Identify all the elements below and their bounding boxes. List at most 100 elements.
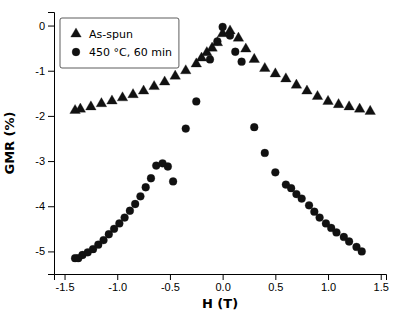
x-tick-label: 0.0: [215, 281, 230, 293]
x-axis-title: H (T): [202, 296, 238, 311]
x-tick-label: 1.0: [321, 281, 336, 293]
y-tick: -5: [35, 245, 54, 257]
legend-frame: [60, 18, 179, 68]
y-tick-label: -4: [35, 200, 45, 212]
point: [107, 95, 118, 104]
point: [226, 32, 234, 40]
legend-label: 450 °C, 60 min: [89, 46, 172, 59]
y-tick-mark: [48, 206, 54, 207]
point: [333, 99, 344, 108]
point: [96, 98, 107, 107]
x-tick: 1.5: [374, 274, 389, 293]
y-tick: -1: [35, 65, 54, 77]
point: [233, 32, 244, 41]
y-tick-label: -1: [35, 65, 45, 77]
point: [169, 177, 177, 185]
y-tick: 0: [39, 20, 54, 32]
x-tick: 1.0: [321, 274, 336, 293]
y-tick: -4: [35, 200, 54, 212]
point: [142, 183, 150, 191]
point: [126, 207, 134, 215]
x-tick-label: -0.5: [161, 281, 180, 293]
point: [170, 70, 181, 79]
x-tick: -0.5: [161, 274, 180, 293]
point: [86, 101, 97, 110]
x-tick-label: 0.5: [268, 281, 283, 293]
legend-label: As-spun: [89, 28, 133, 41]
point: [291, 79, 302, 88]
point: [164, 163, 172, 171]
y-tick-mark: [48, 161, 54, 162]
y-tick-label: -2: [35, 110, 45, 122]
point: [261, 149, 269, 157]
point: [270, 68, 281, 77]
point: [271, 168, 279, 176]
x-tick: -1.5: [56, 274, 75, 293]
point: [121, 214, 129, 222]
point: [149, 80, 160, 89]
point: [238, 58, 246, 66]
y-tick-label: 0: [39, 20, 45, 32]
series-points: [70, 25, 376, 115]
legend-marker: [71, 28, 82, 37]
point: [128, 89, 139, 98]
y-tick-label: -3: [35, 155, 45, 167]
point: [354, 103, 365, 112]
point: [159, 76, 170, 85]
point: [231, 48, 239, 56]
point: [249, 53, 260, 62]
y-tick-mark: [48, 26, 54, 27]
x-tick: 0.5: [268, 274, 283, 293]
point: [316, 214, 324, 222]
point: [182, 125, 190, 133]
point: [323, 95, 334, 104]
point: [358, 248, 366, 256]
point: [212, 37, 223, 46]
point: [344, 101, 355, 110]
x-tick-label: -1.0: [108, 281, 127, 293]
point: [365, 105, 376, 114]
point: [241, 43, 252, 52]
point: [345, 238, 353, 246]
y-axis: 0 -1 -2 -3 -4 -5: [35, 13, 54, 275]
x-axis: -1.5 -1.0 -0.5 0.0 0.5 1.0 1.5: [55, 274, 389, 293]
y-tick-label: -5: [35, 245, 45, 257]
point: [213, 37, 221, 45]
point: [117, 92, 128, 101]
y-tick-mark: [48, 116, 54, 117]
point: [206, 56, 214, 64]
x-tick-mark: [223, 274, 224, 280]
x-tick-label: 1.5: [374, 281, 389, 293]
point: [131, 200, 139, 208]
point: [281, 73, 292, 82]
x-tick: 0.0: [215, 274, 230, 293]
x-tick-mark: [275, 274, 276, 280]
point: [137, 192, 145, 200]
x-tick-mark: [117, 274, 118, 280]
y-tick-mark: [48, 71, 54, 72]
x-tick-label: -1.5: [56, 281, 75, 293]
legend-marker: [72, 48, 80, 56]
point: [305, 201, 313, 209]
x-tick: -1.0: [108, 274, 127, 293]
point: [147, 174, 155, 182]
point: [138, 85, 149, 94]
point: [75, 103, 86, 112]
y-tick: -2: [35, 110, 54, 122]
chart: -1.5 -1.0 -0.5 0.0 0.5 1.0 1.5 0 -1 -2 -3 -4 -5 As-sp…: [0, 0, 400, 316]
x-axis-line: [55, 275, 387, 281]
y-tick: -3: [35, 155, 54, 167]
y-axis-title: GMR (%): [2, 111, 17, 174]
y-tick-mark: [48, 251, 54, 252]
legend: As-spun 450 °C, 60 min: [60, 18, 179, 68]
x-tick-mark: [328, 274, 329, 280]
point: [180, 65, 191, 74]
point: [260, 62, 271, 71]
point: [192, 98, 200, 106]
x-tick-mark: [381, 274, 382, 280]
point: [250, 123, 258, 131]
point: [302, 85, 313, 94]
point: [312, 90, 323, 99]
y-axis-line: [48, 13, 55, 275]
plot-area: -1.5 -1.0 -0.5 0.0 0.5 1.0 1.5 0 -1 -2 -3 -4 -5 As-sp…: [35, 13, 389, 293]
